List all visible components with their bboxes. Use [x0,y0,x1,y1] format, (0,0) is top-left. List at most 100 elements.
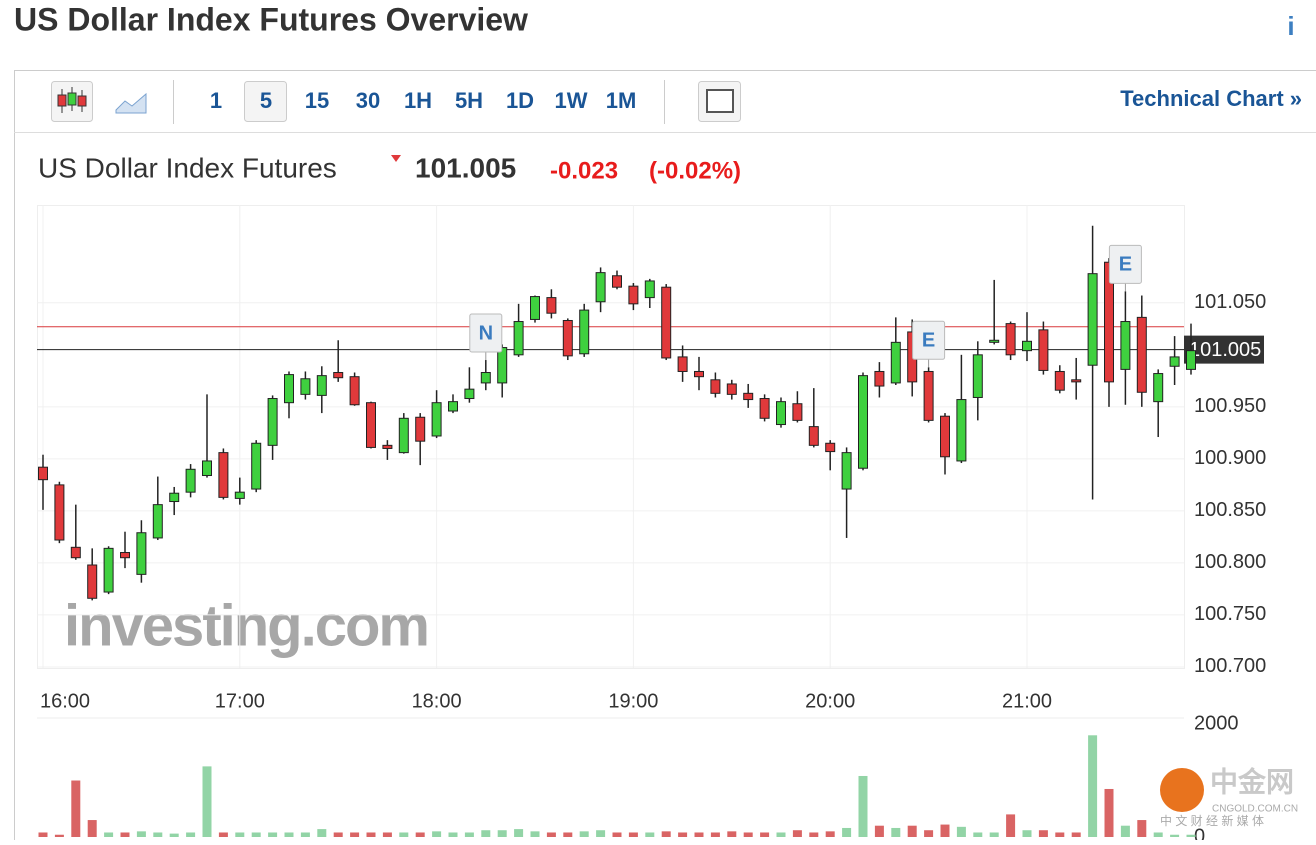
volume-bar [153,832,162,837]
event-label: E [922,330,935,352]
volume-tick-label: 0 [1194,825,1205,840]
candle-body [875,371,884,386]
candle-body [1055,371,1064,390]
candle-body [563,320,572,355]
y-tick-label: 101.050 [1194,291,1266,313]
candle-body [465,389,474,398]
volume-bar [55,835,64,837]
candle-body [170,493,179,501]
candle-body [1154,374,1163,402]
interval-button[interactable]: 1H [404,88,432,113]
technical-chart-link[interactable]: Technical Chart » [1120,86,1302,111]
interval-button[interactable]: 30 [356,88,380,113]
candle-body [432,403,441,436]
volume-bar [973,832,982,837]
price-change: -0.023 [550,157,618,184]
candle-body [285,375,294,403]
down-arrow [391,155,401,162]
volume-bar [678,832,687,837]
volume-bar [908,826,917,837]
volume-bar [170,834,179,837]
candle-icon-body [68,93,76,105]
candle-body [613,276,622,287]
event-label: E [1119,254,1132,276]
volume-bar [563,832,572,837]
interval-button[interactable]: 15 [305,88,329,113]
volume-tick-label: 2000 [1194,712,1239,734]
candle-body [514,322,523,355]
candle-body [826,443,835,451]
interval-button[interactable]: 1 [210,88,222,113]
volume-bar [219,832,228,837]
candle-body [580,310,589,354]
candle-body [711,380,720,394]
panel-border [15,71,1316,841]
volume-bar [465,832,474,837]
news-icon [707,90,733,112]
volume-bar [744,832,753,837]
volume-bar [268,832,277,837]
candle-body [449,402,458,411]
x-tick-label: 20:00 [805,690,855,712]
volume-bar [514,829,523,837]
volume-bar [531,831,540,837]
candle-body [88,565,97,598]
volume-bar [1088,735,1097,837]
volume-bar [252,832,261,837]
volume-bar [350,832,359,837]
volume-bar [957,827,966,837]
event-label: N [479,322,493,344]
volume-bar [383,832,392,837]
candle-body [39,467,48,479]
volume-bar [1072,832,1081,837]
interval-button[interactable]: 1D [506,88,534,113]
x-tick-label: 19:00 [608,690,658,712]
candle-body [531,297,540,320]
logo-name: 中金网 [1210,765,1294,797]
candle-body [1187,351,1196,370]
volume-bar [104,832,113,837]
candle-body [1088,274,1097,366]
candle-body [695,371,704,376]
page-title: US Dollar Index Futures Overview [14,1,528,37]
candle-body [383,445,392,448]
candle-icon-body [58,95,66,106]
candle-body [678,357,687,372]
volume-bar [596,830,605,837]
interval-button[interactable]: 5 [260,88,272,113]
volume-bar [1055,832,1064,837]
volume-bar [137,831,146,837]
y-tick-label: 100.700 [1194,655,1266,677]
candle-body [760,399,769,419]
candle-body [252,443,261,489]
volume-bar [1154,832,1163,837]
candle-body [547,298,556,314]
candle-body [481,373,490,383]
logo-tagline: 中 文 财 经 新 媒 体 [1160,813,1264,828]
volume-bar [1137,820,1146,837]
volume-bar [285,832,294,837]
interval-button[interactable]: 5H [455,88,483,113]
interval-button[interactable]: 1W [555,88,588,113]
instrument-name: US Dollar Index Futures [38,152,337,183]
logo-mark [1160,768,1204,812]
candle-body [1170,357,1179,366]
volume-bar [727,831,736,837]
volume-bar [859,776,868,837]
y-tick-label: 100.750 [1194,603,1266,625]
volume-bar [842,828,851,837]
candle-body [1121,322,1130,370]
candle-body [777,402,786,425]
candle-body [1072,380,1081,382]
candle-body [990,340,999,342]
last-price-label: 101.005 [1189,339,1261,361]
volume-bar [39,832,48,837]
candle-body [55,485,64,540]
interval-button[interactable]: 1M [606,88,637,113]
info-icon[interactable]: i [1287,11,1294,41]
candle-body [137,533,146,575]
candle-body [121,553,130,558]
candle-body [1006,324,1015,355]
line-chart-button[interactable] [116,94,146,113]
